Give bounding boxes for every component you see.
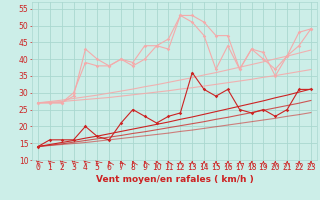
X-axis label: Vent moyen/en rafales ( km/h ): Vent moyen/en rafales ( km/h ) — [96, 175, 253, 184]
